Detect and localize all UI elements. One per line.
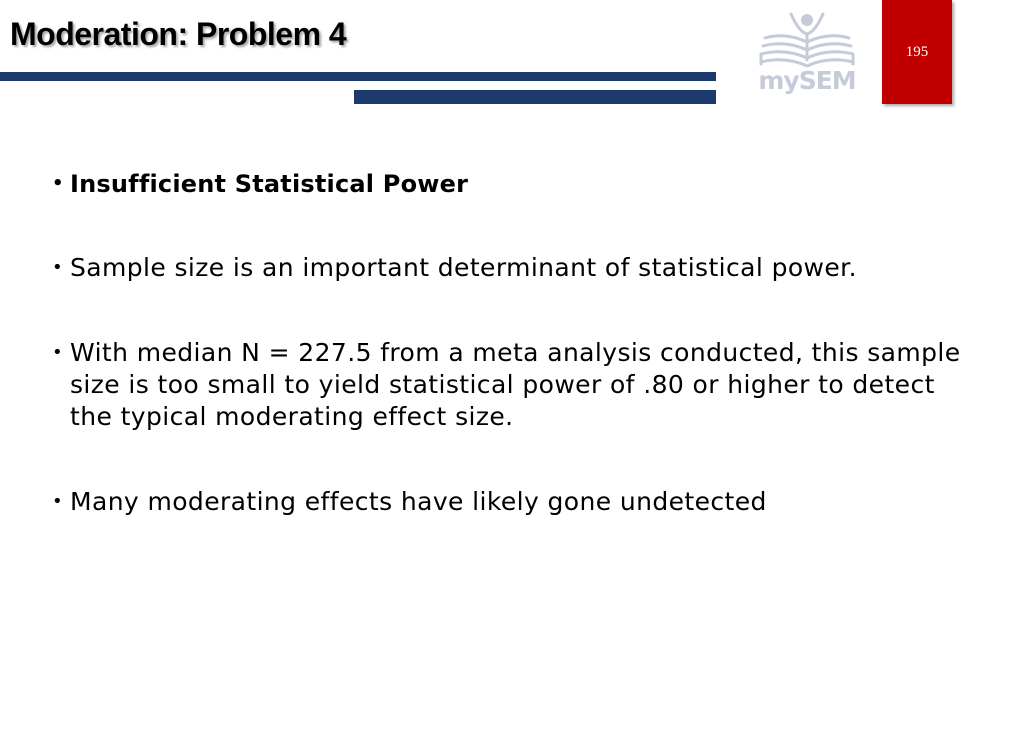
bullet-text: Many moderating effects have likely gone… — [70, 487, 767, 516]
bullet-text: With median N = 227.5 from a meta analys… — [70, 338, 961, 431]
bullet-item: • Many moderating effects have likely go… — [52, 486, 982, 518]
title-rule-top — [0, 72, 716, 81]
bullet-marker: • — [52, 173, 64, 194]
bullet-marker: • — [52, 491, 64, 512]
bullet-text: Sample size is an important determinant … — [70, 253, 857, 282]
logo-wordmark: mySEM — [758, 66, 856, 95]
bullet-item: • With median N = 227.5 from a meta anal… — [52, 337, 982, 433]
open-book-person-icon — [755, 8, 863, 70]
slide-title: Moderation: Problem 4 — [10, 16, 347, 52]
page-number-box: 195 — [882, 0, 952, 104]
page-number: 195 — [905, 44, 929, 60]
bullet-marker: • — [52, 257, 64, 278]
bullet-list: • Insufficient Statistical Power • Sampl… — [52, 168, 982, 518]
title-rule-bottom — [354, 90, 716, 104]
mysem-logo: mySEM — [755, 8, 863, 100]
bullet-item: • Insufficient Statistical Power — [52, 168, 982, 200]
bullet-item: • Sample size is an important determinan… — [52, 252, 982, 284]
bullet-text: Insufficient Statistical Power — [70, 170, 469, 198]
bullet-marker: • — [52, 342, 64, 363]
